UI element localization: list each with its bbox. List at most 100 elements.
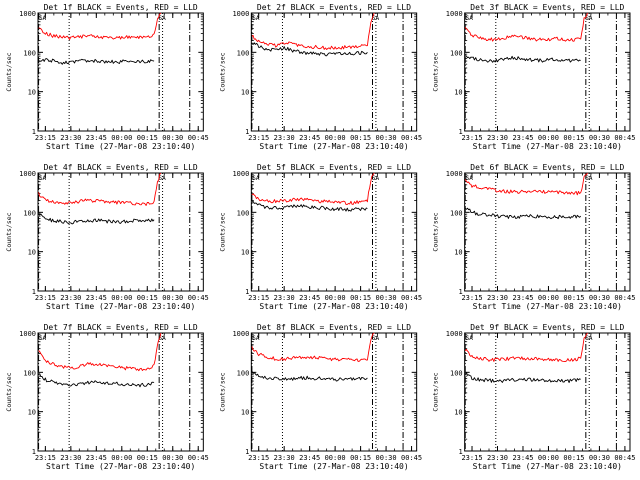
x-tick-label: 23:30: [274, 454, 295, 462]
saa-label: SA: [252, 335, 260, 342]
lld-rate-series: [38, 12, 162, 41]
x-tick-label: 00:45: [614, 134, 635, 142]
y-tick-label: 1: [32, 448, 36, 456]
x-tick-label: 00:45: [614, 454, 635, 462]
panel-title: Det 2f BLACK = Events, RED = LLD: [257, 3, 411, 12]
panel-2: Det 2f BLACK = Events, RED = LLD 1 10 100 10…: [218, 3, 422, 151]
y-tick-label: 10: [28, 249, 36, 257]
y-tick-label: 1000: [446, 10, 463, 18]
x-tick-label: 23:30: [60, 294, 81, 302]
y-axis-label: Counts/sec: [432, 212, 440, 251]
y-tick-label: 10: [454, 409, 462, 417]
lld-rate-series: [464, 172, 588, 196]
x-tick-label: 00:00: [325, 294, 346, 302]
panel-title: Det 9f BLACK = Events, RED = LLD: [470, 323, 624, 332]
x-tick-label: 00:15: [563, 454, 584, 462]
x-tick-label: 00:15: [350, 454, 371, 462]
x-tick-label: 23:30: [60, 454, 81, 462]
y-axis-label: Counts/sec: [432, 52, 440, 91]
lld-rate-series: [38, 172, 162, 206]
panel-title: Det 3f BLACK = Events, RED = LLD: [470, 3, 624, 12]
saa-label: SA: [39, 15, 47, 22]
x-tick-label: 23:45: [299, 454, 320, 462]
event-rate-series: [38, 58, 155, 65]
y-tick-label: 10: [241, 249, 249, 257]
event-rate-series: [251, 370, 368, 382]
y-tick-label: 1: [245, 448, 249, 456]
lld-rate-series: [464, 12, 588, 42]
y-tick-label: 100: [23, 369, 36, 377]
saa-label: SA: [372, 175, 380, 182]
x-tick-label: 23:15: [248, 454, 269, 462]
y-tick-label: 100: [450, 49, 463, 57]
x-tick-label: 00:45: [401, 454, 422, 462]
x-tick-label: 00:15: [563, 294, 584, 302]
y-tick-label: 1: [245, 128, 249, 136]
plot-frame: [37, 332, 204, 452]
panel-title: Det 4f BLACK = Events, RED = LLD: [44, 163, 198, 172]
panel-8: Det 8f BLACK = Events, RED = LLD 1 10 100 10…: [218, 323, 422, 471]
x-tick-label: 23:15: [35, 294, 56, 302]
y-axis-label: Counts/sec: [218, 52, 226, 91]
saa-label: SA: [466, 175, 474, 182]
panel-6: Det 6f BLACK = Events, RED = LLD 1 10 100 10…: [432, 163, 636, 311]
event-rate-series: [464, 207, 582, 220]
lld-rate-series: [251, 12, 375, 50]
x-tick-label: 23:45: [512, 134, 533, 142]
x-tick-label: 23:45: [86, 134, 107, 142]
plot-frame: [464, 172, 631, 292]
lld-rate-series: [251, 332, 375, 362]
x-axis-label: Start Time (27-Mar-08 23:10:40): [473, 142, 622, 151]
saa-label: SA: [39, 335, 47, 342]
y-tick-label: 1000: [232, 330, 249, 338]
x-tick-label: 00:00: [111, 134, 132, 142]
x-tick-label: 23:45: [299, 294, 320, 302]
x-tick-label: 00:15: [137, 134, 158, 142]
x-tick-label: 23:15: [35, 454, 56, 462]
x-tick-label: 00:30: [376, 134, 397, 142]
panel-title: Det 8f BLACK = Events, RED = LLD: [257, 323, 411, 332]
x-tick-label: 00:30: [589, 134, 610, 142]
y-tick-label: 1000: [19, 10, 36, 18]
panel-title: Det 1f BLACK = Events, RED = LLD: [44, 3, 198, 12]
x-tick-label: 00:00: [111, 294, 132, 302]
saa-label: SA: [159, 175, 167, 182]
x-tick-label: 23:45: [86, 454, 107, 462]
saa-label: SA: [39, 175, 47, 182]
x-tick-label: 00:00: [538, 454, 559, 462]
panel-5: Det 5f BLACK = Events, RED = LLD 1 10 100 10…: [218, 163, 422, 311]
y-tick-label: 10: [28, 409, 36, 417]
x-tick-label: 00:45: [614, 294, 635, 302]
event-rate-series: [465, 55, 581, 63]
x-tick-label: 00:15: [350, 294, 371, 302]
y-tick-label: 1: [32, 288, 36, 296]
y-tick-label: 10: [454, 89, 462, 97]
x-tick-label: 00:15: [350, 134, 371, 142]
x-tick-label: 23:45: [299, 134, 320, 142]
saa-label: SA: [372, 335, 380, 342]
y-tick-label: 1: [458, 288, 462, 296]
x-tick-label: 23:45: [512, 294, 533, 302]
saa-label: SA: [372, 15, 380, 22]
saa-label: SA: [159, 335, 167, 342]
y-tick-label: 1: [458, 128, 462, 136]
x-tick-label: 23:15: [248, 134, 269, 142]
x-tick-label: 00:30: [589, 454, 610, 462]
x-tick-label: 00:00: [325, 454, 346, 462]
plot-frame: [250, 12, 418, 132]
x-tick-label: 00:30: [162, 134, 183, 142]
x-tick-label: 23:30: [487, 454, 508, 462]
x-tick-label: 23:45: [512, 454, 533, 462]
x-tick-label: 00:30: [162, 454, 183, 462]
y-tick-label: 10: [241, 409, 249, 417]
panel-9: Det 9f BLACK = Events, RED = LLD 1 10 100 10…: [432, 323, 636, 471]
x-tick-label: 23:15: [461, 134, 482, 142]
saa-label: SA: [466, 335, 474, 342]
saa-label: SA: [585, 335, 593, 342]
x-tick-label: 00:15: [137, 454, 158, 462]
x-tick-label: 23:15: [461, 294, 482, 302]
lld-rate-series: [251, 172, 375, 205]
panel-4: Det 4f BLACK = Events, RED = LLD 1 10 100 10…: [5, 163, 209, 311]
x-tick-label: 00:30: [162, 294, 183, 302]
